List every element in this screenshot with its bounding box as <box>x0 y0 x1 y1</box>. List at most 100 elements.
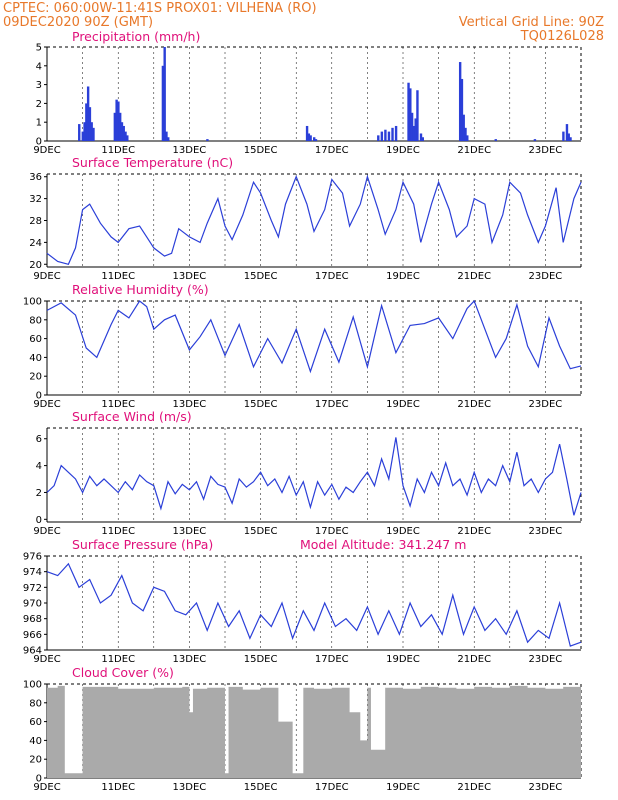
x-tick-label: 19DEC <box>386 782 420 793</box>
precip-bar <box>118 112 122 141</box>
precip-bar <box>78 124 81 141</box>
precip-bar <box>458 62 462 141</box>
x-tick-label: 9DEC <box>33 654 60 665</box>
y-tick-label: 36 <box>29 172 42 183</box>
precip-bar <box>460 78 464 141</box>
y-tick-label: 970 <box>23 599 42 610</box>
precip-bar <box>314 139 318 141</box>
precip-bar <box>86 86 90 141</box>
y-tick-label: 60 <box>29 717 42 728</box>
x-tick-label: 15DEC <box>244 654 278 665</box>
y-tick-label: 4 <box>36 61 42 72</box>
x-tick-label: 9DEC <box>33 145 60 156</box>
x-tick-label: 23DEC <box>529 145 563 156</box>
header-grid-line: Vertical Grid Line: 90Z <box>458 15 604 30</box>
y-tick-label: 20 <box>29 260 42 271</box>
x-tick-label: 13DEC <box>173 654 207 665</box>
y-tick-label: 100 <box>23 680 42 691</box>
x-tick-label: 21DEC <box>457 271 491 282</box>
precip-bar <box>387 131 391 141</box>
x-tick-label: 23DEC <box>529 399 563 410</box>
y-tick-label: 0 <box>36 774 42 785</box>
precip-bar <box>90 122 93 141</box>
x-tick-label: 19DEC <box>386 271 420 282</box>
x-tick-label: 21DEC <box>457 526 491 537</box>
y-tick-label: 968 <box>23 614 42 625</box>
precip-bar <box>419 133 423 141</box>
x-tick-label: 23DEC <box>529 271 563 282</box>
precip-bar <box>307 133 311 141</box>
precip-bar <box>410 112 414 141</box>
precip-bar <box>384 129 387 141</box>
x-tick-label: 17DEC <box>315 782 349 793</box>
x-tick-label: 13DEC <box>173 526 207 537</box>
precip-bar <box>206 139 209 141</box>
y-tick-label: 24 <box>29 238 42 249</box>
precip-bar <box>81 131 84 141</box>
y-tick-label: 3 <box>36 80 42 91</box>
x-tick-label: 9DEC <box>33 526 60 537</box>
x-tick-label: 11DEC <box>101 145 135 156</box>
x-tick-label: 9DEC <box>33 271 60 282</box>
precip-bar <box>567 133 570 141</box>
precip-bar <box>421 137 424 141</box>
precip-bar <box>117 101 120 141</box>
y-tick-label: 974 <box>23 567 42 578</box>
x-tick-label: 19DEC <box>386 145 420 156</box>
precip-bar <box>120 122 124 141</box>
panel-title: Cloud Cover (%) <box>72 665 174 680</box>
y-tick-label: 4 <box>36 461 42 472</box>
precip-bar <box>161 65 165 141</box>
y-tick-label: 0 <box>36 137 42 148</box>
x-tick-label: 19DEC <box>386 399 420 410</box>
x-tick-label: 13DEC <box>173 271 207 282</box>
panel-annotation: Model Altitude: 341.247 m <box>300 537 466 552</box>
x-tick-label: 13DEC <box>173 782 207 793</box>
header-model-id: TQ0126L028 <box>520 29 604 44</box>
precip-bar <box>305 125 309 141</box>
x-tick-label: 21DEC <box>457 782 491 793</box>
x-tick-label: 9DEC <box>33 399 60 410</box>
y-tick-label: 0 <box>36 391 42 402</box>
y-tick-label: 40 <box>29 353 42 364</box>
y-tick-label: 964 <box>23 646 42 657</box>
x-tick-label: 11DEC <box>101 782 135 793</box>
precip-bar <box>569 137 572 141</box>
precip-bar <box>167 137 170 141</box>
y-tick-label: 100 <box>23 297 42 308</box>
x-tick-label: 17DEC <box>315 399 349 410</box>
x-tick-label: 21DEC <box>457 399 491 410</box>
panel-title: Precipitation (mm/h) <box>72 29 200 44</box>
y-tick-label: 2 <box>36 99 42 110</box>
precip-bar <box>409 88 412 141</box>
y-tick-label: 2 <box>36 488 42 499</box>
x-tick-label: 19DEC <box>386 654 420 665</box>
y-tick-label: 80 <box>29 315 42 326</box>
y-tick-label: 40 <box>29 736 42 747</box>
panel-title: Surface Temperature (nC) <box>72 155 233 170</box>
x-tick-label: 15DEC <box>244 145 278 156</box>
panel-title: Surface Wind (m/s) <box>72 409 192 424</box>
y-tick-label: 0 <box>36 515 42 526</box>
precip-bar <box>407 82 410 141</box>
y-tick-label: 6 <box>36 434 42 445</box>
x-tick-label: 17DEC <box>315 654 349 665</box>
x-tick-label: 11DEC <box>101 399 135 410</box>
precip-bar <box>464 127 467 141</box>
y-tick-label: 966 <box>23 630 42 641</box>
x-tick-label: 15DEC <box>244 399 278 410</box>
x-tick-label: 13DEC <box>173 145 207 156</box>
series-line <box>46 174 582 266</box>
header-init-time: 09DEC2020 90Z (GMT) <box>3 15 154 30</box>
x-tick-label: 9DEC <box>33 782 60 793</box>
x-tick-label: 19DEC <box>386 526 420 537</box>
y-tick-label: 60 <box>29 334 42 345</box>
y-tick-label: 20 <box>29 372 42 383</box>
precip-bar <box>309 135 312 141</box>
precip-bar <box>377 135 380 141</box>
x-tick-label: 15DEC <box>244 782 278 793</box>
series-line <box>46 562 582 647</box>
precip-bar <box>414 118 417 141</box>
series-line <box>46 299 582 374</box>
